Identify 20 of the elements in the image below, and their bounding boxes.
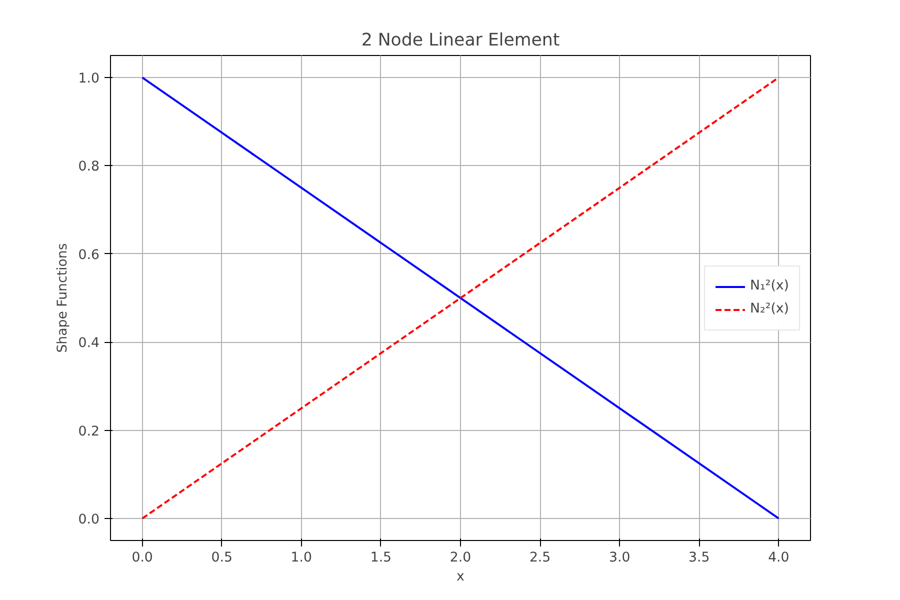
x-tick-label: 2.5 xyxy=(529,550,551,566)
x-tick-label: 0.0 xyxy=(132,550,153,566)
y-tick-label: 0.2 xyxy=(78,424,100,440)
x-tick-label: 1.0 xyxy=(290,550,312,566)
y-tick-label: 1.0 xyxy=(78,72,100,87)
x-tick-label: 4.0 xyxy=(768,550,790,566)
legend-label: N₂²(x) xyxy=(750,302,789,316)
x-tick-label: 3.5 xyxy=(688,550,710,566)
y-tick-label: 0.8 xyxy=(78,160,100,175)
x-tick-label: 3.0 xyxy=(608,550,630,566)
x-tick-label: 2.0 xyxy=(450,550,472,566)
y-axis-title: Shape Functions xyxy=(55,243,70,353)
x-tick-label: 1.5 xyxy=(370,550,392,566)
legend-label: N₁²(x) xyxy=(750,278,789,294)
y-tick-label: 0.4 xyxy=(78,336,100,352)
x-tick-label: 0.5 xyxy=(211,550,232,566)
x-axis-title: x xyxy=(456,570,465,584)
chart-title: 2 Node Linear Element xyxy=(361,30,560,50)
y-tick-label: 0.6 xyxy=(78,248,100,263)
y-tick-label: 0.0 xyxy=(78,512,100,528)
